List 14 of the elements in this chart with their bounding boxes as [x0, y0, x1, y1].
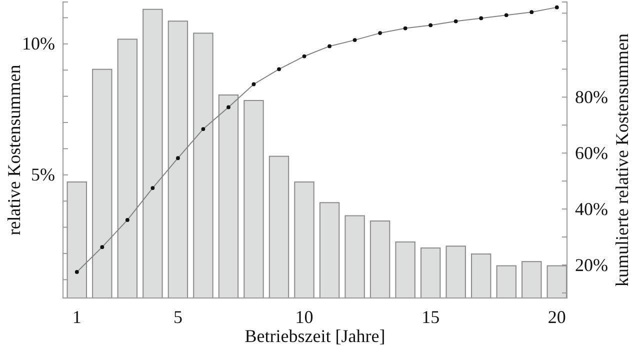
y-tick-label: 5%: [31, 164, 55, 185]
y2-tick-label: 80%: [575, 86, 608, 107]
y2-tick-label: 60%: [575, 142, 608, 163]
y-axis-title: relative Kostensummen: [4, 64, 24, 236]
y2-tick-label: 20%: [575, 254, 608, 275]
x-axis-title: Betriebszeit [Jahre]: [244, 326, 386, 346]
x-tick-label: 1: [72, 306, 82, 327]
x-tick-label: 20: [548, 306, 566, 327]
y-tick-label: 10%: [22, 34, 55, 54]
x-tick-label: 10: [295, 306, 314, 327]
x-tick-label: 5: [173, 306, 182, 327]
y2-tick-label: 40%: [575, 198, 608, 219]
y2-axis-title: kumulierte relative Kostensummen: [612, 34, 632, 286]
x-tick-label: 15: [422, 306, 440, 327]
